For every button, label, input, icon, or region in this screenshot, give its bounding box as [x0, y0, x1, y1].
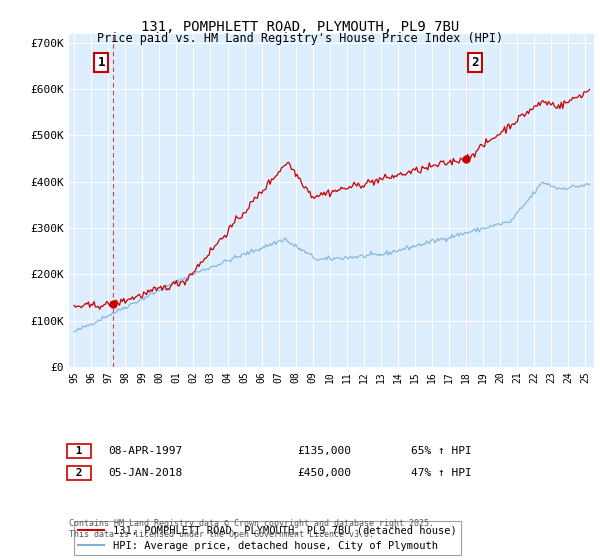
Text: £450,000: £450,000: [297, 468, 351, 478]
Text: £135,000: £135,000: [297, 446, 351, 456]
Text: 1: 1: [69, 446, 89, 456]
Text: 05-JAN-2018: 05-JAN-2018: [108, 468, 182, 478]
Legend: 131, POMPHLETT ROAD, PLYMOUTH, PL9 7BU (detached house), HPI: Average price, det: 131, POMPHLETT ROAD, PLYMOUTH, PL9 7BU (…: [74, 521, 461, 555]
Text: 131, POMPHLETT ROAD, PLYMOUTH, PL9 7BU: 131, POMPHLETT ROAD, PLYMOUTH, PL9 7BU: [141, 20, 459, 34]
Text: 47% ↑ HPI: 47% ↑ HPI: [411, 468, 472, 478]
Text: 65% ↑ HPI: 65% ↑ HPI: [411, 446, 472, 456]
Text: 1: 1: [97, 56, 105, 69]
Text: 2: 2: [472, 56, 479, 69]
Text: Contains HM Land Registry data © Crown copyright and database right 2025.
This d: Contains HM Land Registry data © Crown c…: [69, 520, 434, 539]
Text: 08-APR-1997: 08-APR-1997: [108, 446, 182, 456]
Text: Price paid vs. HM Land Registry's House Price Index (HPI): Price paid vs. HM Land Registry's House …: [97, 32, 503, 45]
Text: 2: 2: [69, 468, 89, 478]
